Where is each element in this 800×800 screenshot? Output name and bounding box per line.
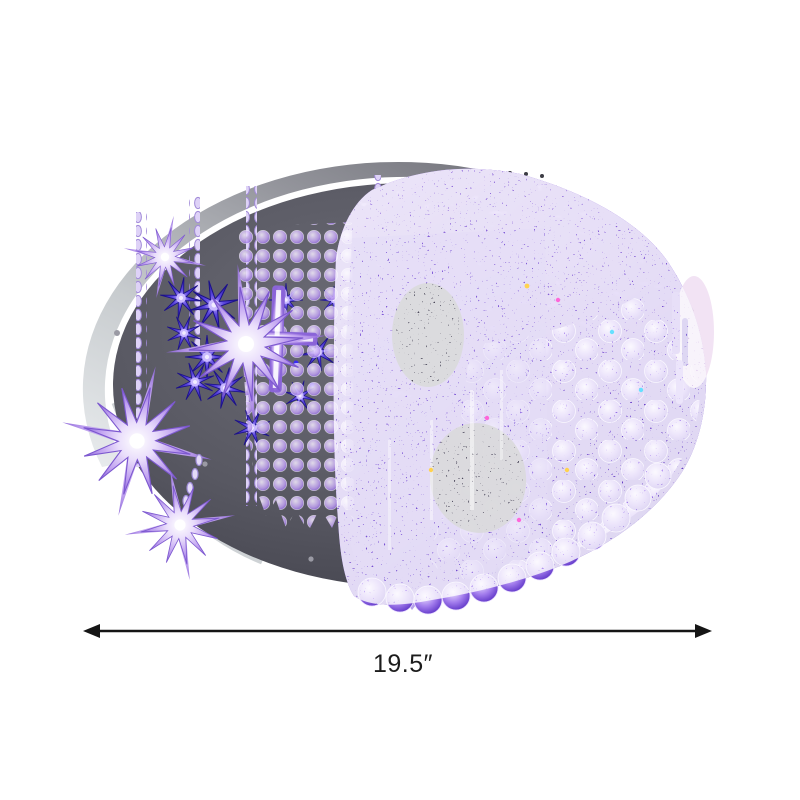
rainbow-glints (428, 283, 644, 523)
hanging-star-chain (182, 453, 203, 508)
dimension-label: 19.5″ (373, 650, 433, 678)
plate-screws (114, 330, 314, 562)
dimension-arrowhead-left (83, 624, 100, 638)
dimension-arrowhead-right (695, 624, 712, 638)
crystal-mass (238, 168, 725, 615)
dimension-annotation: 19.5″ (83, 624, 712, 678)
ceiling-light-fixture (43, 161, 725, 615)
